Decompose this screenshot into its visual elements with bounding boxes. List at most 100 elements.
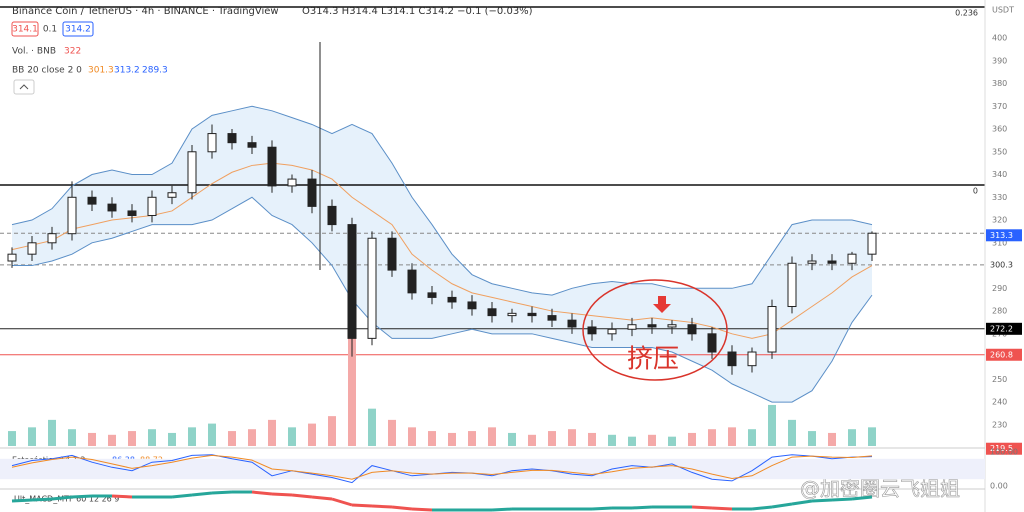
volume-bar xyxy=(208,423,216,446)
level-label: 0 xyxy=(973,186,978,195)
y-tick-label: 250 xyxy=(992,375,1007,384)
price-badge xyxy=(986,229,1022,242)
volume-bar xyxy=(128,431,136,446)
y-tick-label: 340 xyxy=(992,170,1007,179)
y-tick-label: 360 xyxy=(992,125,1007,134)
volume-bar xyxy=(808,431,816,446)
y-tick-label: 400 xyxy=(992,34,1007,43)
candle-body xyxy=(347,224,357,339)
candle-body xyxy=(7,253,17,262)
candle-body xyxy=(747,351,757,367)
volume-bar xyxy=(528,434,536,446)
macd-segment xyxy=(11,498,33,503)
y-tick-label: 370 xyxy=(992,102,1007,111)
candle-body xyxy=(507,312,517,317)
volume-bar xyxy=(608,434,616,446)
volume-bar xyxy=(648,434,656,446)
candle-body xyxy=(67,196,77,235)
volume-bar xyxy=(428,431,436,446)
volume-bar xyxy=(188,427,196,446)
volume-bar xyxy=(228,431,236,446)
candle-body xyxy=(827,260,837,264)
macd-segment xyxy=(851,495,873,501)
volume-bar xyxy=(388,419,396,446)
candle-body xyxy=(627,324,637,330)
y-tick-label: 390 xyxy=(992,56,1007,65)
annotation: 挤压 xyxy=(627,345,679,375)
stoch-d xyxy=(11,454,873,480)
volume-bar xyxy=(68,429,76,446)
volume-bar xyxy=(348,334,356,446)
price-badge-label: 300.3 xyxy=(990,260,1013,269)
candle-body xyxy=(167,192,177,198)
volume-bar xyxy=(828,432,836,446)
macd-segment xyxy=(211,490,233,495)
ask-box[interactable] xyxy=(62,21,94,37)
candle-body xyxy=(47,233,57,244)
stoch-tick-label: 100.00 xyxy=(990,448,1018,457)
symbol: Binance Coin / TetherUS · 4h · BINANCE ·… xyxy=(12,6,279,17)
ask[interactable]: 314.2 xyxy=(65,25,91,35)
macd-segment xyxy=(831,497,853,502)
macd-segment xyxy=(371,504,393,509)
candle-body xyxy=(647,324,657,328)
candle-body xyxy=(707,333,717,353)
volume-bar xyxy=(468,431,476,446)
volume-bar xyxy=(488,427,496,446)
macd-segment xyxy=(331,497,353,507)
candle-body xyxy=(187,151,197,194)
macd-segment xyxy=(51,495,73,501)
currency: USDT xyxy=(992,6,1014,15)
candle-body xyxy=(467,301,477,310)
y-tick-label: 310 xyxy=(992,238,1007,247)
macd-segment xyxy=(771,502,793,509)
candle-body xyxy=(127,210,137,216)
volume-bar xyxy=(288,427,296,446)
volume-bar xyxy=(708,429,716,446)
macd-segment xyxy=(251,490,273,496)
candle-body xyxy=(767,306,777,353)
candle-body xyxy=(727,351,737,367)
price-pane: 0.236 0 xyxy=(0,6,985,446)
y-tick-label: 230 xyxy=(992,420,1007,429)
candle-body xyxy=(247,142,257,148)
volume-bar xyxy=(848,429,856,446)
bb-fill xyxy=(12,106,872,403)
price-badge-label: 260.8 xyxy=(990,350,1013,359)
volume-bar xyxy=(268,419,276,446)
macd-segment xyxy=(311,495,333,501)
volume-bar xyxy=(108,434,116,446)
candle-body xyxy=(27,242,37,255)
candle-body xyxy=(147,196,157,216)
candle-body xyxy=(327,205,337,226)
macd-segment xyxy=(351,503,373,508)
bid-box[interactable] xyxy=(11,21,39,37)
volume-bar xyxy=(48,419,56,446)
macd-segment xyxy=(751,505,773,511)
bb-upper xyxy=(11,105,873,296)
macd-segment xyxy=(811,498,833,503)
volume-bar xyxy=(408,427,416,446)
price-badge-label: 313.3 xyxy=(990,231,1013,240)
candle-body xyxy=(687,324,697,335)
price-badge xyxy=(986,348,1022,361)
macd-segment xyxy=(31,497,53,502)
level-label: 0.236 xyxy=(955,9,978,18)
price-badge xyxy=(986,258,1022,271)
volume-value: 322 xyxy=(64,47,81,57)
spread: 0.1 xyxy=(43,25,57,35)
candle-body xyxy=(207,133,217,153)
bid[interactable]: 314.1 xyxy=(12,25,38,35)
candle-body xyxy=(387,237,397,271)
macd-segment xyxy=(591,506,613,511)
bb-value: 301.3 xyxy=(88,66,114,76)
candle-body xyxy=(547,315,557,321)
volume-bar xyxy=(168,432,176,446)
bb-label: BB 20 close 2 0 xyxy=(12,66,82,76)
collapse-button[interactable] xyxy=(13,79,35,95)
candle-body xyxy=(107,203,117,212)
volume-bar xyxy=(768,404,776,446)
macd-segment xyxy=(111,494,133,499)
candle-body xyxy=(447,296,457,303)
volume-bar xyxy=(148,429,156,446)
